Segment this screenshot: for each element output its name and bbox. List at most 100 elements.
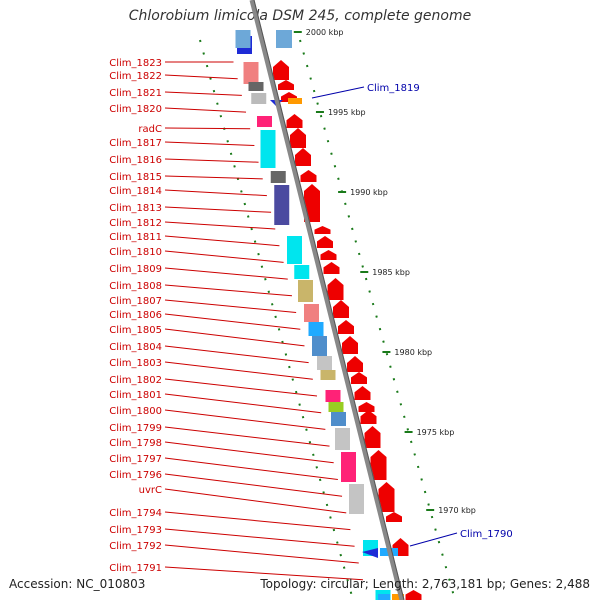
gene-arrow	[378, 482, 395, 512]
gene-arrow	[323, 262, 340, 274]
gene-labels: Clim_1823 Clim_1822 Clim_1821 Clim_1820 radC…	[109, 58, 512, 574]
gene-label: Clim_1807	[109, 296, 162, 307]
gene-arrow	[364, 426, 381, 448]
gene-block-outer	[378, 594, 390, 600]
gene-block	[304, 304, 319, 322]
label-leader	[164, 267, 288, 280]
gene-label: Clim_1794	[109, 508, 162, 519]
label-leader	[164, 457, 338, 480]
gene-arrow	[304, 184, 320, 222]
gene-block	[320, 370, 336, 380]
gene-arrow	[314, 226, 331, 234]
dotted-guides	[199, 39, 456, 600]
gene-label: Clim_1792	[109, 541, 162, 552]
gene-label: uvrC	[139, 485, 162, 496]
gene-block	[328, 402, 344, 412]
gene-arrow	[338, 320, 354, 334]
gene-block	[248, 82, 264, 91]
gene-block	[243, 62, 259, 84]
gene-label: Clim_1821	[109, 88, 162, 99]
gene-arrow	[386, 512, 402, 522]
label-leader	[164, 511, 351, 531]
label-leader	[164, 409, 326, 430]
backbone-shadow	[253, 0, 405, 600]
label-leader	[164, 328, 305, 347]
gene-arrow	[405, 590, 422, 600]
gene-label: Clim_1815	[109, 172, 162, 183]
gene-label-right: Clim_1790	[460, 529, 513, 540]
label-leader	[164, 378, 318, 397]
label-leader	[164, 91, 242, 96]
gene-label: Clim_1816	[109, 155, 162, 166]
label-leader	[164, 313, 301, 330]
kbp-label: 1990 kbp	[350, 188, 388, 197]
label-leader	[164, 284, 292, 297]
gene-label: Clim_1814	[109, 186, 162, 197]
label-leader	[164, 361, 313, 380]
gene-label: Clim_1798	[109, 438, 162, 449]
gene-arrow-outer	[362, 548, 378, 558]
label-leader	[164, 158, 259, 163]
label-leader	[164, 206, 272, 213]
gene-label: Clim_1817	[109, 138, 162, 149]
gene-block	[257, 116, 272, 127]
label-leader-right	[311, 86, 365, 99]
gene-label: Clim_1823	[109, 58, 162, 69]
gene-block	[260, 130, 276, 168]
gene-label: Clim_1802	[109, 375, 162, 386]
label-leader	[164, 544, 359, 564]
gene-label: Clim_1812	[109, 218, 162, 229]
label-leader	[164, 74, 238, 80]
gene-block	[308, 322, 324, 336]
gene-arrow	[351, 372, 367, 384]
gene-arrow	[333, 300, 349, 318]
label-leader	[164, 141, 255, 146]
label-leader	[164, 345, 309, 364]
gene-label: Clim_1804	[109, 342, 162, 353]
gene-arrow	[358, 402, 375, 412]
gene-block	[235, 30, 251, 48]
label-leader	[164, 221, 276, 230]
gene-arrow	[286, 114, 303, 128]
gene-arrow	[354, 386, 371, 400]
gene-block	[270, 171, 286, 183]
label-leader	[164, 175, 263, 180]
gene-block-outer	[276, 30, 292, 48]
gene-label: Clim_1813	[109, 203, 162, 214]
gene-label: Clim_1801	[109, 390, 162, 401]
gene-block	[341, 452, 356, 482]
gene-label: Clim_1799	[109, 423, 162, 434]
label-leader	[164, 528, 355, 547]
gene-label: radC	[138, 124, 162, 135]
gene-arrow	[370, 450, 387, 480]
map-title: Chlorobium limicola DSM 245, complete ge…	[128, 8, 472, 24]
label-leaders	[164, 61, 458, 581]
gene-block	[312, 336, 327, 356]
gene-label: Clim_1822	[109, 71, 162, 82]
gene-label: Clim_1805	[109, 325, 162, 336]
kbp-ticks: 2000 kbp 1995 kbp 1990 kbp 1985 kbp 1980 kbp…	[293, 28, 476, 515]
gene-block	[331, 412, 346, 426]
label-leader	[164, 127, 251, 130]
kbp-label: 1985 kbp	[372, 268, 410, 277]
label-leader	[164, 441, 334, 464]
backbone-line	[249, 0, 405, 600]
kbp-label: 2000 kbp	[306, 28, 344, 37]
gene-arrow	[273, 60, 289, 80]
gene-label: Clim_1806	[109, 310, 162, 321]
label-leader	[164, 393, 322, 414]
kbp-label: 1975 kbp	[417, 428, 455, 437]
gene-arrow	[327, 278, 344, 300]
gene-arrow	[317, 236, 333, 248]
gene-block	[335, 428, 350, 450]
gene-arrow	[360, 410, 377, 424]
kbp-label: 1980 kbp	[394, 348, 432, 357]
gene-arrow	[347, 356, 363, 372]
gene-block	[287, 236, 302, 264]
gene-label: Clim_1791	[109, 563, 162, 574]
gene-arrow	[342, 336, 358, 354]
accession-text: Accession: NC_010803	[9, 577, 146, 591]
genome-summary: Topology: circular; Length: 2,763,181 bp…	[260, 577, 590, 591]
gene-label-right: Clim_1819	[367, 83, 420, 94]
